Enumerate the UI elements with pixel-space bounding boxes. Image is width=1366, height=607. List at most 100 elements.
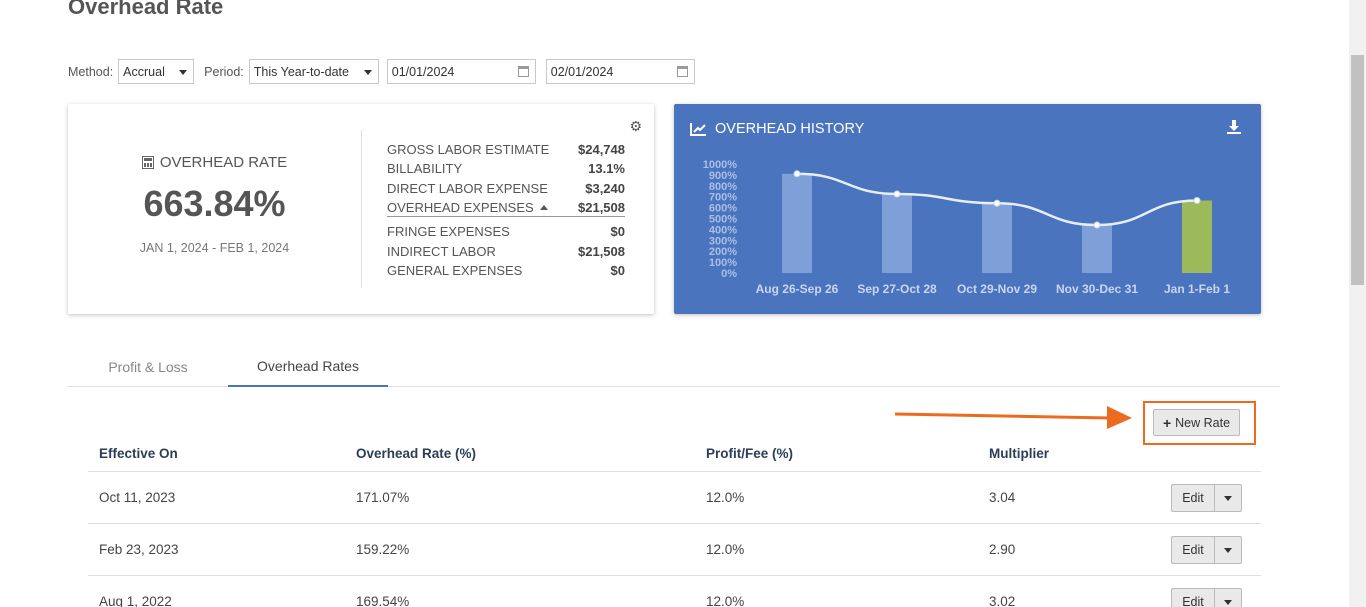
breakdown-value: $0 [610, 224, 625, 240]
y-tick-label: 400% [709, 224, 737, 236]
breakdown-label: GROSS LABOR ESTIMATE [387, 142, 550, 158]
effective-on-cell: Feb 23, 2023 [99, 542, 179, 557]
end-date-input[interactable]: 02/01/2024 [545, 59, 695, 84]
overhead-expenses-toggle[interactable]: OVERHEAD EXPENSES $21,508 [387, 198, 625, 218]
method-select[interactable]: Accrual [118, 59, 195, 84]
start-date-value: 01/01/2024 [391, 64, 455, 79]
y-tick-label: 0% [721, 268, 737, 280]
overhead-history-chart: 1000%900%800%700%600%500%400%300%200%100… [703, 159, 1231, 296]
x-tick-label: Jan 1-Feb 1 [1164, 282, 1230, 296]
profit-fee-cell: 12.0% [706, 542, 745, 557]
breakdown-sub-row: FRINGE EXPENSES $0 [387, 222, 625, 241]
breakdown-row: BILLABILITY 13.1% [387, 159, 625, 178]
breakdown-label: DIRECT LABOR EXPENSE [387, 180, 548, 196]
breakdown-sub-row: INDIRECT LABOR $21,508 [387, 241, 625, 260]
multiplier-cell: 2.90 [989, 542, 1016, 557]
history-heading: OVERHEAD HISTORY [690, 121, 864, 137]
column-header[interactable]: Profit/Fee (%) [706, 446, 794, 461]
overhead-rate-cell: 171.07% [356, 490, 410, 505]
gear-icon[interactable]: ⚙ [629, 118, 642, 134]
trend-point [1093, 221, 1101, 229]
trend-point [893, 190, 901, 198]
period-value: This Year-to-date [253, 64, 349, 79]
chevron-down-icon [1224, 599, 1232, 605]
chevron-down-icon [1224, 547, 1232, 553]
chevron-up-icon [539, 204, 548, 210]
arrow-annotation [895, 406, 1132, 429]
download-icon[interactable] [1227, 120, 1241, 134]
calendar-icon[interactable] [676, 66, 688, 77]
plus-icon: + [1162, 414, 1172, 431]
breakdown-label: OVERHEAD EXPENSES [387, 199, 534, 215]
page-title: Overhead Rate [68, 0, 224, 19]
chevron-down-icon [179, 70, 188, 75]
chart-bar [1082, 225, 1112, 273]
overhead-rate-cell: 169.54% [356, 594, 410, 607]
calendar-icon[interactable] [517, 66, 529, 77]
y-tick-label: 800% [709, 181, 737, 193]
history-title: OVERHEAD HISTORY [715, 121, 865, 137]
y-tick-label: 200% [709, 246, 737, 258]
scrollbar-thumb[interactable] [1351, 55, 1364, 285]
period-select[interactable]: This Year-to-date [248, 59, 379, 84]
x-tick-label: Aug 26-Sep 26 [756, 282, 839, 296]
table-row: Feb 23, 2023 159.22% 12.0% 2.90 Edit [88, 524, 1261, 576]
multiplier-cell: 3.04 [989, 490, 1016, 505]
breakdown-value: $21,508 [578, 243, 625, 259]
chart-bar [982, 203, 1012, 273]
column-header[interactable]: Multiplier [989, 446, 1049, 461]
breakdown-label-wrap: OVERHEAD EXPENSES [387, 200, 548, 215]
line-chart-icon [690, 123, 706, 136]
edit-dropdown-toggle[interactable] [1215, 484, 1242, 512]
breakdown-label: INDIRECT LABOR [387, 243, 496, 259]
breakdown-row: DIRECT LABOR EXPENSE $3,240 [387, 179, 625, 198]
y-tick-label: 600% [709, 203, 737, 215]
trend-point [993, 199, 1001, 207]
column-header[interactable]: Effective On [99, 446, 178, 461]
y-tick-label: 300% [709, 235, 737, 247]
tab-overhead-rates[interactable]: Overhead Rates [228, 346, 388, 387]
column-header[interactable]: Overhead Rate (%) [356, 446, 477, 461]
effective-on-cell: Oct 11, 2023 [99, 490, 176, 505]
edit-dropdown-toggle[interactable] [1215, 536, 1242, 564]
breakdown-value: $24,748 [578, 142, 625, 158]
x-tick-label: Sep 27-Oct 28 [857, 282, 937, 296]
tab-profit-loss[interactable]: Profit & Loss [108, 358, 188, 375]
overhead-history-card: 1000% 900% 800% 700% 600% 500% 400% 300% 200% 100… [674, 104, 1261, 314]
tab-bar: Profit & Loss Overhead Rates [68, 346, 1280, 387]
breakdown-value: $21,508 [578, 199, 625, 215]
overhead-rate-value: 663.84% [143, 183, 286, 224]
rate-breakdown: GROSS LABOR ESTIMATE $24,748 BILLABILITY… [387, 140, 625, 280]
edit-button-group: Edit [1171, 536, 1242, 564]
multiplier-cell: 3.02 [989, 594, 1016, 607]
breakdown-value: $3,240 [585, 180, 625, 196]
chart-bar [1182, 200, 1212, 273]
y-tick-label: 1000% [703, 159, 737, 171]
date-range: JAN 1, 2024 - FEB 1, 2024 [139, 241, 290, 255]
edit-button[interactable]: Edit [1171, 484, 1215, 512]
y-tick-label: 500% [709, 214, 737, 226]
table-header: Effective On Overhead Rate (%) Profit/Fe… [88, 436, 1261, 472]
start-date-input[interactable]: 01/01/2024 [386, 59, 536, 84]
edit-dropdown-toggle[interactable] [1215, 588, 1242, 607]
edit-button-group: Edit [1171, 484, 1242, 512]
trend-point [1193, 197, 1201, 205]
new-rate-button[interactable]: + New Rate [1153, 409, 1240, 436]
breakdown-sub-row: GENERAL EXPENSES $0 [387, 261, 625, 280]
edit-button[interactable]: Edit [1171, 536, 1215, 564]
edit-button[interactable]: Edit [1171, 588, 1215, 607]
x-tick-label: Oct 29-Nov 29 [957, 282, 1037, 296]
divider [361, 130, 362, 288]
calculator-icon [141, 156, 154, 169]
end-date-value: 02/01/2024 [550, 64, 614, 79]
breakdown-label: FRINGE EXPENSES [387, 224, 510, 240]
filter-bar: Method: Accrual Period: This Year-to-dat… [68, 59, 695, 84]
breakdown-row: GROSS LABOR ESTIMATE $24,748 [387, 140, 625, 159]
overhead-rate-block: OVERHEAD RATE 663.84% JAN 1, 2024 - FEB … [68, 154, 361, 255]
scrollbar[interactable] [1349, 0, 1366, 607]
table-row: Oct 11, 2023 171.07% 12.0% 3.04 Edit [88, 472, 1261, 524]
y-tick-label: 900% [709, 170, 737, 182]
x-tick-label: Nov 30-Dec 31 [1056, 282, 1138, 296]
overhead-rate-label: OVERHEAD RATE [159, 154, 288, 171]
effective-on-cell: Aug 1, 2022 [99, 594, 172, 607]
